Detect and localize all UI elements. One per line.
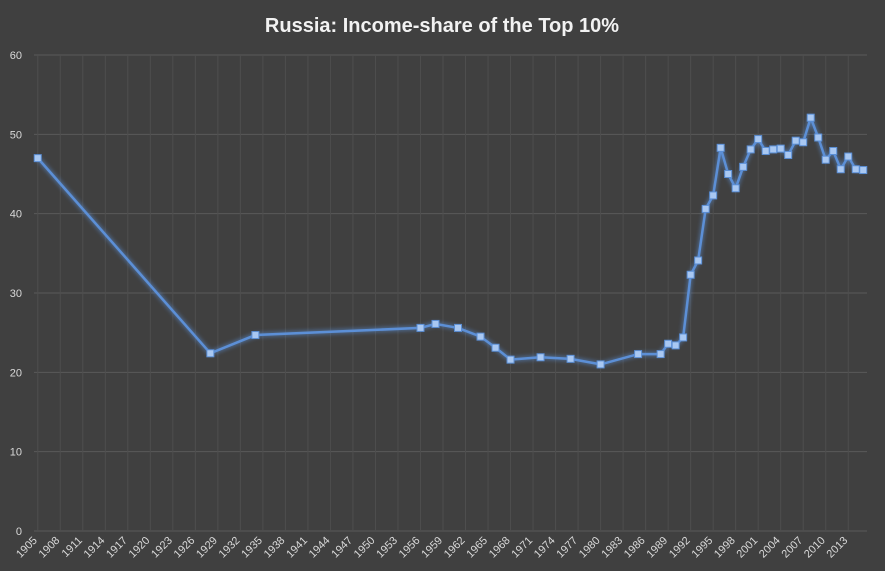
data-point xyxy=(754,135,763,144)
data-point xyxy=(731,184,740,193)
data-point xyxy=(536,353,545,362)
data-point xyxy=(739,162,748,171)
data-point xyxy=(431,319,440,328)
data-point xyxy=(724,170,733,178)
data-point xyxy=(491,343,500,352)
data-point xyxy=(566,354,575,363)
data-point xyxy=(701,204,710,213)
data-point xyxy=(634,350,643,359)
data-point xyxy=(716,143,725,152)
data-point xyxy=(784,150,793,159)
data-point xyxy=(821,155,830,164)
data-point xyxy=(476,332,485,341)
data-point xyxy=(851,165,860,174)
y-tick-label: 30 xyxy=(10,288,22,300)
data-point xyxy=(416,323,425,332)
chart-title: Russia: Income-share of the Top 10% xyxy=(265,15,619,37)
y-tick-label: 40 xyxy=(10,209,22,221)
data-point xyxy=(776,144,785,153)
y-tick-label: 50 xyxy=(10,129,22,141)
data-point xyxy=(679,333,688,342)
data-point xyxy=(836,165,845,174)
y-tick-label: 60 xyxy=(10,50,22,62)
data-point xyxy=(769,145,778,154)
data-point xyxy=(671,341,680,350)
y-tick-label: 0 xyxy=(16,526,22,538)
data-point xyxy=(664,339,673,348)
data-point xyxy=(859,166,868,175)
data-point xyxy=(799,138,808,147)
data-point xyxy=(454,323,463,332)
y-tick-label: 20 xyxy=(10,367,22,379)
data-point xyxy=(844,152,853,161)
data-point xyxy=(506,355,515,364)
data-point xyxy=(814,133,823,142)
data-point xyxy=(33,154,42,163)
data-point xyxy=(791,136,800,145)
data-point xyxy=(206,349,215,358)
data-point xyxy=(596,360,605,369)
data-point xyxy=(694,256,703,265)
data-point xyxy=(251,331,260,340)
data-point xyxy=(709,191,718,200)
data-point xyxy=(656,350,665,359)
data-point xyxy=(806,113,815,122)
y-tick-label: 10 xyxy=(10,447,22,459)
data-point xyxy=(686,270,695,279)
data-point xyxy=(829,146,838,155)
data-point xyxy=(746,145,755,154)
data-point xyxy=(761,146,770,155)
